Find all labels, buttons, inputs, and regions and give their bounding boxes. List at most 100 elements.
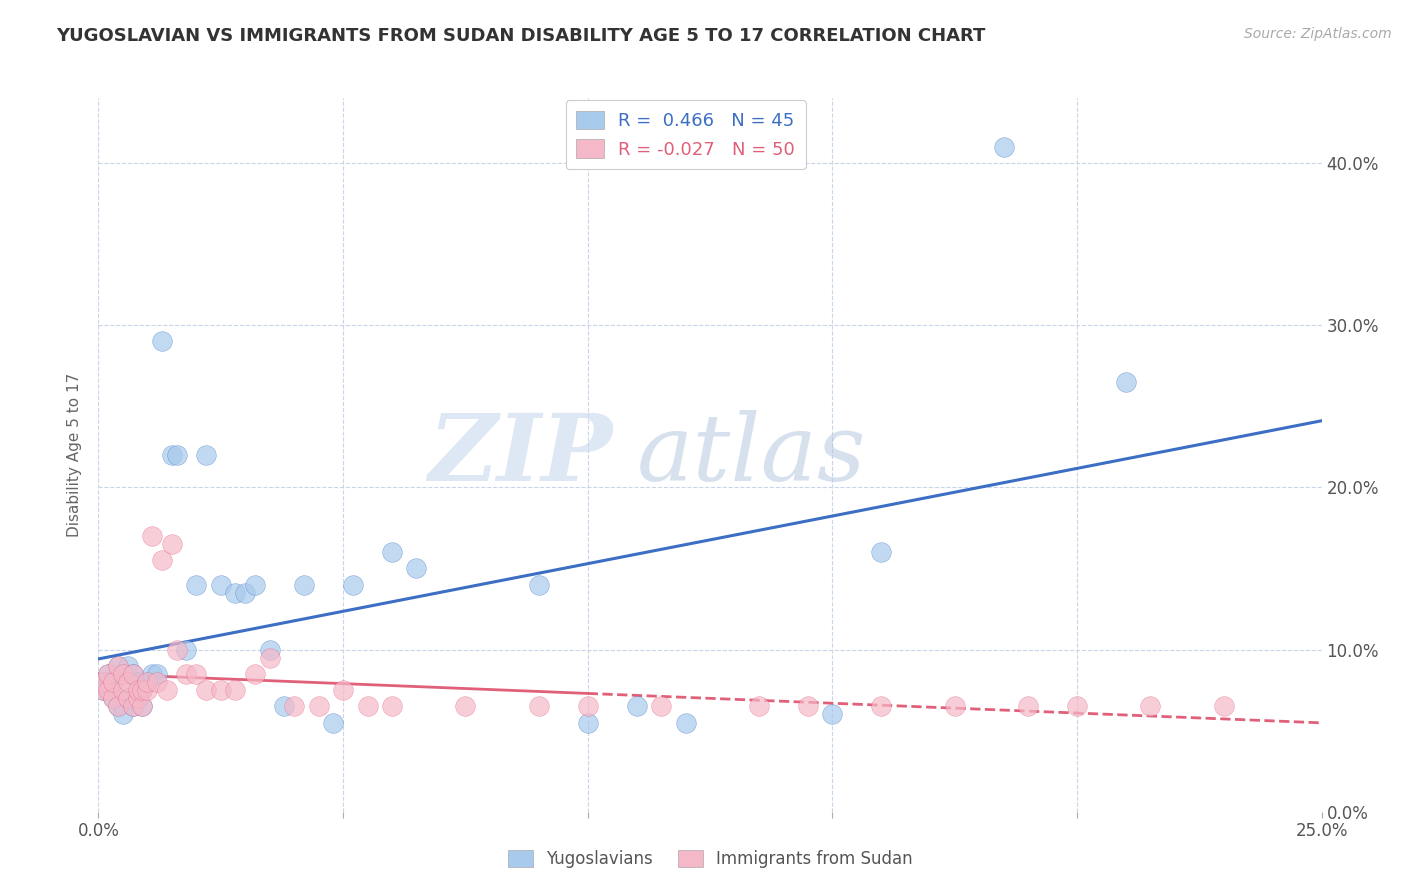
Point [127,683,149,698]
Point [150,334,173,349]
Point [160,537,183,551]
Point [186,666,208,681]
Point [146,666,169,681]
Point [993,140,1015,154]
Point [121,699,143,714]
Point [821,707,844,722]
Point [195,683,218,698]
Point [101,691,124,706]
Y-axis label: Disability Age 5 to 17: Disability Age 5 to 17 [67,373,83,537]
Point [748,699,770,714]
Point [117,675,139,690]
Point [259,642,281,657]
Point [117,691,139,706]
Point [1017,699,1039,714]
Point [1066,699,1088,714]
Point [136,683,159,698]
Point [131,683,153,698]
Point [91,683,114,698]
Point [136,675,159,690]
Point [209,577,232,591]
Point [131,699,153,714]
Point [127,691,149,706]
Point [136,675,159,690]
Point [131,683,153,698]
Point [308,699,330,714]
Point [626,699,648,714]
Point [141,529,163,543]
Point [107,699,129,714]
Point [121,666,143,681]
Point [283,699,305,714]
Point [797,699,820,714]
Point [121,666,143,681]
Point [176,642,198,657]
Point [176,666,198,681]
Point [101,675,124,690]
Point [97,666,120,681]
Point [111,666,134,681]
Point [156,683,179,698]
Point [91,683,114,698]
Point [111,683,134,698]
Text: ZIP: ZIP [427,410,612,500]
Point [117,658,139,673]
Point [356,699,378,714]
Point [160,448,183,462]
Point [405,561,427,575]
Point [107,658,129,673]
Point [576,699,599,714]
Legend: Yugoslavians, Immigrants from Sudan: Yugoslavians, Immigrants from Sudan [501,843,920,875]
Point [259,650,281,665]
Point [117,691,139,706]
Point [101,675,124,690]
Point [322,715,344,730]
Point [527,577,550,591]
Point [243,577,266,591]
Point [454,699,477,714]
Point [576,715,599,730]
Text: YUGOSLAVIAN VS IMMIGRANTS FROM SUDAN DISABILITY AGE 5 TO 17 CORRELATION CHART: YUGOSLAVIAN VS IMMIGRANTS FROM SUDAN DIS… [56,27,986,45]
Point [97,666,120,681]
Point [224,586,246,600]
Point [146,675,169,690]
Point [650,699,672,714]
Point [107,699,129,714]
Point [166,642,188,657]
Point [101,691,124,706]
Point [1212,699,1234,714]
Point [97,675,120,690]
Point [332,683,354,698]
Point [209,683,232,698]
Point [870,699,893,714]
Point [91,675,114,690]
Point [127,675,149,690]
Point [107,658,129,673]
Text: Source: ZipAtlas.com: Source: ZipAtlas.com [1244,27,1392,41]
Point [186,577,208,591]
Text: atlas: atlas [637,410,866,500]
Point [150,553,173,567]
Point [381,545,404,559]
Point [342,577,364,591]
Point [141,666,163,681]
Point [166,448,188,462]
Point [224,683,246,698]
Point [675,715,697,730]
Point [111,666,134,681]
Point [195,448,218,462]
Point [1115,375,1137,389]
Point [870,545,893,559]
Point [127,691,149,706]
Point [292,577,315,591]
Point [273,699,295,714]
Point [243,666,266,681]
Point [943,699,966,714]
Point [1139,699,1161,714]
Point [121,699,143,714]
Point [527,699,550,714]
Point [111,707,134,722]
Point [233,586,256,600]
Point [131,699,153,714]
Point [97,683,120,698]
